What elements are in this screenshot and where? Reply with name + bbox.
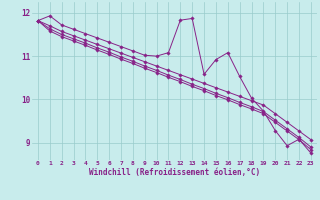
X-axis label: Windchill (Refroidissement éolien,°C): Windchill (Refroidissement éolien,°C) [89, 168, 260, 177]
